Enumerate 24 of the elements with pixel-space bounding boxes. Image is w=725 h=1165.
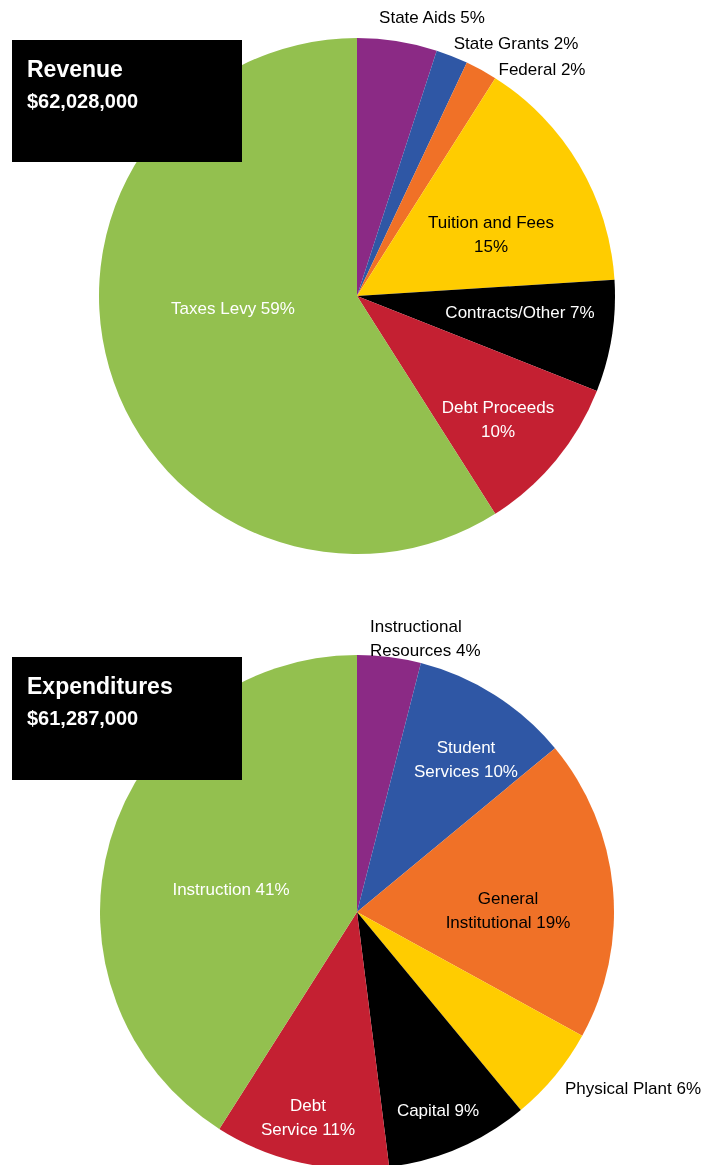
pie-slice (357, 78, 615, 296)
pie-slice (357, 296, 597, 514)
slice-label: Student Services 10% (414, 738, 518, 781)
slice-label: Capital 9% (396, 1101, 480, 1120)
slice-label: Debt Service 11% (260, 1096, 356, 1139)
pie-slice (357, 663, 556, 912)
slice-label: State Aids 5% (379, 8, 485, 27)
slice-label: Debt Proceeds (441, 398, 555, 417)
data-label: 10% (480, 422, 516, 441)
text: Revenue (27, 56, 123, 82)
text: Expenditures (27, 673, 173, 699)
slice-label: Taxes Levy 59% (171, 299, 295, 318)
slice-label: State Grants 2% (453, 34, 579, 53)
slice-label: Federal 2% (498, 60, 586, 79)
text: $62,028,000 (27, 90, 139, 112)
slice-label: Instructional Resources 4% (370, 617, 481, 660)
slice-label: Physical Plant 6% (564, 1079, 702, 1098)
slice-label: Instruction 41% (172, 880, 290, 899)
data-label: 15% (473, 237, 509, 256)
slice-label: General Institutional 19% (445, 889, 571, 932)
slice-label: Tuition and Fees (428, 213, 554, 232)
text: $61,287,000 (27, 707, 139, 729)
slice-label: Contracts/Other 7% (445, 303, 595, 322)
pie-slice (357, 279, 615, 391)
